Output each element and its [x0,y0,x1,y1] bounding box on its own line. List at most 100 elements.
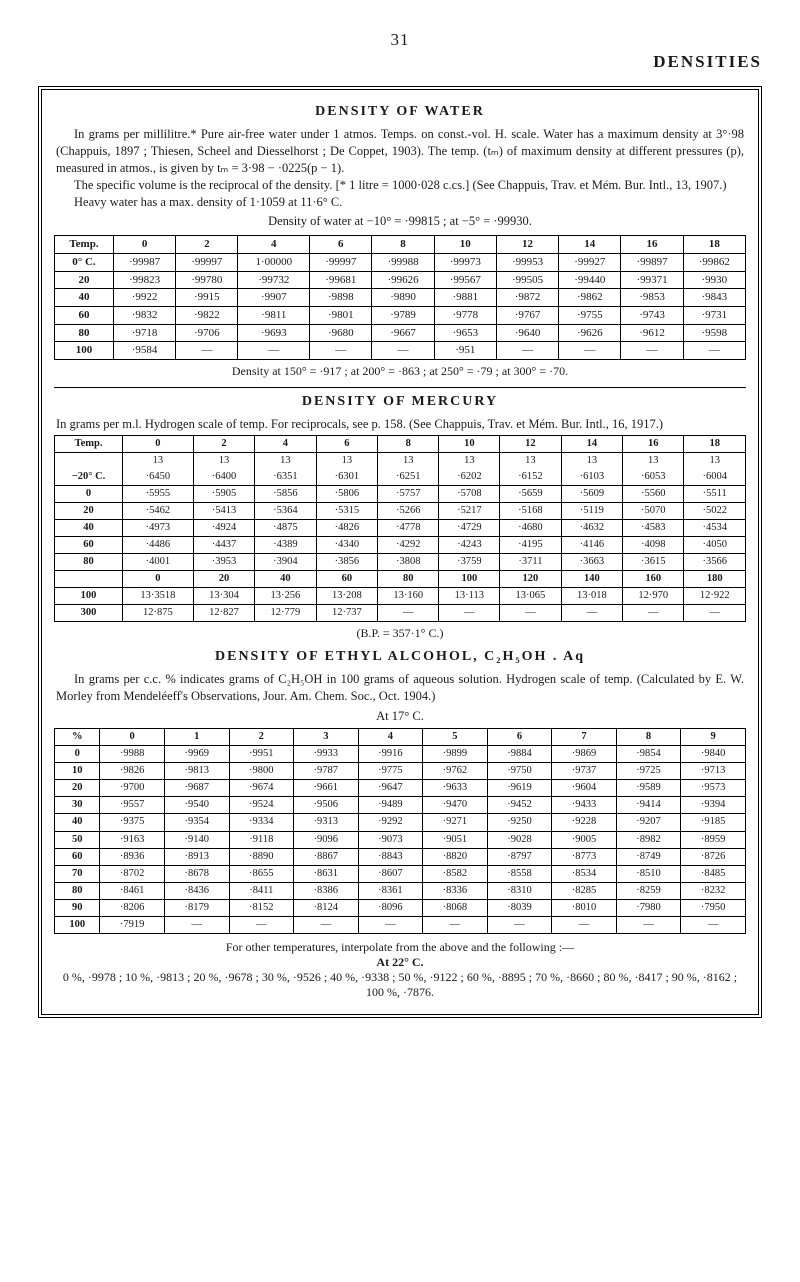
table-cell: ·6400 [193,469,254,486]
table-header: 0 [123,435,194,452]
table-cell: ·99371 [621,271,683,289]
table-cell: — [500,605,561,622]
table-cell: 13·160 [378,588,439,605]
table-cell: ·9674 [229,780,294,797]
table-header: 14 [559,236,621,254]
table-cell: ·951 [434,342,496,360]
table-cell: ·8959 [681,831,746,848]
table-cell: ·4292 [378,537,439,554]
table-cell: ·3759 [439,554,500,571]
table-cell: ·9930 [683,271,745,289]
table-cell: 13 [255,452,316,469]
table-cell: ·9540 [164,797,229,814]
table-rowhead: 80 [55,882,100,899]
table-cell: ·5905 [193,485,254,502]
table-cell: ·9612 [621,324,683,342]
table-cell: ·7919 [100,916,165,933]
table-cell: ·9778 [434,306,496,324]
table-header: 16 [623,435,684,452]
table-cell: ·9051 [423,831,488,848]
table-cell: — [310,342,372,360]
table-cell: ·3566 [684,554,746,571]
table-cell: ·9800 [229,763,294,780]
table-cell: — [681,916,746,933]
table-rowhead: 100 [55,342,114,360]
table-rowhead: 0 [55,746,100,763]
table-header: 2 [229,729,294,746]
table-header: Temp. [55,435,123,452]
table-header: 4 [358,729,423,746]
table-cell: ·8336 [423,882,488,899]
table-cell: 13 [623,452,684,469]
table-cell: ·8152 [229,899,294,916]
table-cell: ·99862 [683,254,745,272]
table-cell: 13·113 [439,588,500,605]
table-cell: ·8773 [552,848,617,865]
table-cell: ·5217 [439,502,500,519]
table-cell: ·6202 [439,469,500,486]
table-cell: ·8010 [552,899,617,916]
table-header: 18 [683,236,745,254]
table-cell: 13·018 [561,588,622,605]
table-cell: — [487,916,552,933]
table-cell: ·3856 [316,554,377,571]
table-cell: ·4826 [316,520,377,537]
table-cell: ·9680 [310,324,372,342]
table-cell: ·8386 [294,882,359,899]
table-cell: ·99626 [372,271,434,289]
water-para1: In grams per millilitre.* Pure air-free … [56,126,744,177]
table-cell: ·9667 [372,324,434,342]
table-cell: ·5119 [561,502,622,519]
table-cell: — [683,342,745,360]
table-cell: — [684,605,746,622]
table-cell: 13·256 [255,588,316,605]
table-rowhead: 80 [55,324,114,342]
table-cell: ·8232 [681,882,746,899]
table-rowhead: 70 [55,865,100,882]
table-cell: — [561,605,622,622]
mercury-table: Temp.02468101214161813131313131313131313… [54,435,746,623]
table-cell: ·9869 [552,746,617,763]
table-cell: ·7980 [616,899,681,916]
table-cell: ·4583 [623,520,684,537]
table-cell: ·9884 [487,746,552,763]
table-cell: ·8607 [358,865,423,882]
table-cell [55,452,123,469]
table-header: Temp. [55,236,114,254]
table-cell: ·8655 [229,865,294,882]
table-cell: — [372,342,434,360]
alcohol-intro-wrap: In grams per c.c. % indicates grams of C… [56,671,744,705]
table-cell: ·8124 [294,899,359,916]
table-header: 0 [123,571,194,588]
table-cell: ·9915 [176,289,238,307]
table-cell: ·8982 [616,831,681,848]
water-title: DENSITY OF WATER [54,104,746,120]
table-cell: ·4146 [561,537,622,554]
table-cell: ·9813 [164,763,229,780]
table-cell: ·8797 [487,848,552,865]
table-cell: 13·3518 [123,588,194,605]
table-header: 4 [255,435,316,452]
table-cell: ·9854 [616,746,681,763]
table-header: 6 [316,435,377,452]
page-number: 31 [38,30,762,50]
table-cell: ·9767 [496,306,558,324]
table-header: 4 [238,236,310,254]
table-cell: ·9951 [229,746,294,763]
table-cell: 13 [561,452,622,469]
mercury-intro: In grams per m.l. Hydrogen scale of temp… [56,416,744,433]
table-rowhead: 10 [55,763,100,780]
table-cell: — [559,342,621,360]
table-cell: ·9005 [552,831,617,848]
table-cell: ·99823 [113,271,175,289]
table-cell: ·9872 [496,289,558,307]
table-cell: ·5659 [500,485,561,502]
table-cell: ·6004 [684,469,746,486]
alcohol-footer-text1: For other temperatures, interpolate from… [54,940,746,955]
table-cell: ·9843 [683,289,745,307]
table-header: 140 [561,571,622,588]
table-cell: ·4098 [623,537,684,554]
table-cell: ·9619 [487,780,552,797]
table-cell: ·9394 [681,797,746,814]
table-cell: ·9653 [434,324,496,342]
